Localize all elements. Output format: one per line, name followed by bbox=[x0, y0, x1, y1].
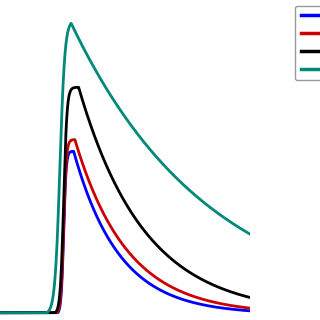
Legend:   ,   ,   ,   : , , , bbox=[295, 5, 320, 80]
